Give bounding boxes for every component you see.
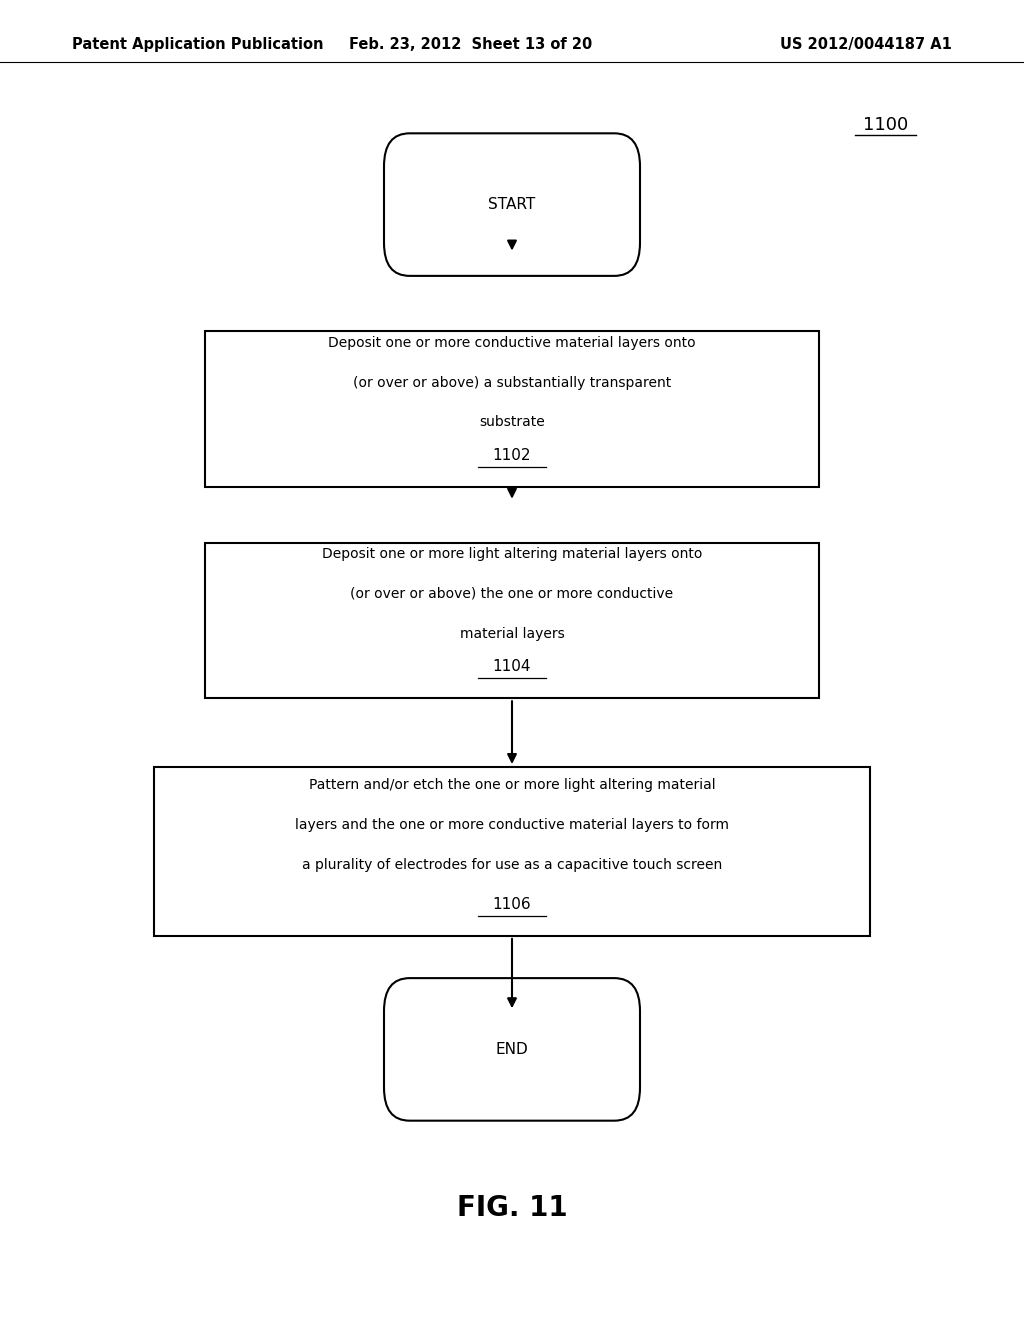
Text: END: END xyxy=(496,1041,528,1057)
FancyBboxPatch shape xyxy=(154,767,870,936)
FancyBboxPatch shape xyxy=(384,133,640,276)
Text: 1104: 1104 xyxy=(493,659,531,675)
FancyBboxPatch shape xyxy=(205,331,819,487)
Text: material layers: material layers xyxy=(460,627,564,640)
Text: US 2012/0044187 A1: US 2012/0044187 A1 xyxy=(780,37,952,53)
Text: Pattern and/or etch the one or more light altering material: Pattern and/or etch the one or more ligh… xyxy=(308,779,716,792)
Text: Feb. 23, 2012  Sheet 13 of 20: Feb. 23, 2012 Sheet 13 of 20 xyxy=(349,37,593,53)
Text: Deposit one or more conductive material layers onto: Deposit one or more conductive material … xyxy=(328,337,696,350)
Text: (or over or above) the one or more conductive: (or over or above) the one or more condu… xyxy=(350,587,674,601)
Text: layers and the one or more conductive material layers to form: layers and the one or more conductive ma… xyxy=(295,818,729,832)
Text: Patent Application Publication: Patent Application Publication xyxy=(72,37,324,53)
Text: a plurality of electrodes for use as a capacitive touch screen: a plurality of electrodes for use as a c… xyxy=(302,858,722,871)
Text: Deposit one or more light altering material layers onto: Deposit one or more light altering mater… xyxy=(322,548,702,561)
Text: FIG. 11: FIG. 11 xyxy=(457,1193,567,1222)
Text: 1102: 1102 xyxy=(493,447,531,463)
FancyBboxPatch shape xyxy=(205,543,819,698)
Text: 1106: 1106 xyxy=(493,896,531,912)
Text: substrate: substrate xyxy=(479,416,545,429)
Text: 1100: 1100 xyxy=(863,116,908,135)
Text: (or over or above) a substantially transparent: (or over or above) a substantially trans… xyxy=(353,376,671,389)
FancyBboxPatch shape xyxy=(384,978,640,1121)
Text: START: START xyxy=(488,197,536,213)
